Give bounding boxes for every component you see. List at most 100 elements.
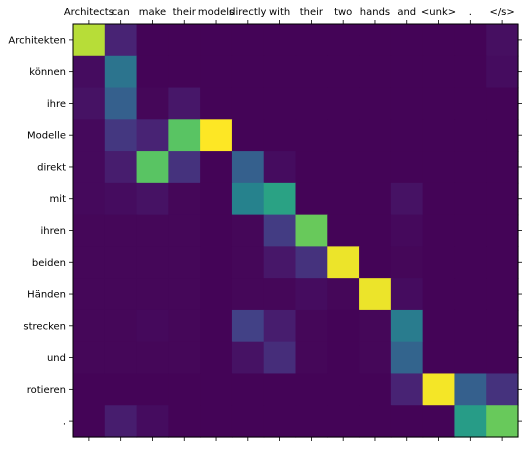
heatmap-cell xyxy=(390,87,424,120)
heatmap-cell xyxy=(231,278,265,311)
heatmap-cell xyxy=(263,24,297,57)
heatmap-cell xyxy=(168,309,201,343)
heatmap-cell xyxy=(359,341,392,375)
heatmap-cell xyxy=(359,55,392,89)
heatmap-cell xyxy=(263,341,297,375)
heatmap-cell xyxy=(231,214,265,247)
heatmap-cell xyxy=(454,151,487,184)
heatmap-cell xyxy=(136,341,169,375)
heatmap-cell xyxy=(359,246,392,279)
x-tick-label: hands xyxy=(360,7,390,18)
heatmap-cell xyxy=(422,373,456,406)
x-tick-label: and xyxy=(397,7,416,18)
heatmap-cell xyxy=(422,182,456,216)
heatmap-cell xyxy=(327,55,360,89)
heatmap-cell xyxy=(263,151,297,184)
heatmap-cell xyxy=(200,55,233,89)
heatmap-cell xyxy=(136,24,169,57)
heatmap-cell xyxy=(136,405,169,438)
heatmap-cell xyxy=(390,214,424,247)
heatmap-cell xyxy=(73,24,106,57)
x-tick-label: their xyxy=(173,7,197,18)
heatmap-cell xyxy=(295,341,328,375)
heatmap-cell xyxy=(295,182,328,216)
heatmap-cell xyxy=(136,214,169,247)
heatmap-cell xyxy=(327,214,360,247)
heatmap-cell xyxy=(104,119,138,152)
heatmap-cell xyxy=(73,341,106,375)
heatmap-cell xyxy=(486,246,519,279)
x-tick-label: their xyxy=(300,7,324,18)
heatmap-cell xyxy=(422,405,456,438)
heatmap-cell xyxy=(390,373,424,406)
x-tick-label: with xyxy=(269,7,290,18)
heatmap-cell xyxy=(263,309,297,343)
heatmap-cell xyxy=(295,87,328,120)
y-tick-label: können xyxy=(29,67,66,78)
heatmap-cell xyxy=(295,278,328,311)
y-tick-label: beiden xyxy=(32,258,66,269)
heatmap-cell xyxy=(104,151,138,184)
y-tick-label: ihren xyxy=(41,226,67,237)
heatmap-cell xyxy=(200,87,233,120)
heatmap-cell xyxy=(422,341,456,375)
heatmap-cell xyxy=(327,151,360,184)
heatmap-cell xyxy=(486,55,519,89)
heatmap-cell xyxy=(200,182,233,216)
heatmap-cell xyxy=(136,373,169,406)
heatmap-cell xyxy=(263,278,297,311)
heatmap-cell xyxy=(486,151,519,184)
heatmap-cell xyxy=(327,278,360,311)
heatmap-cell xyxy=(168,151,201,184)
heatmap-cell xyxy=(200,151,233,184)
heatmap-cell xyxy=(486,87,519,120)
heatmap-cell xyxy=(231,119,265,152)
heatmap-cell xyxy=(73,119,106,152)
heatmap-cell xyxy=(73,151,106,184)
heatmap-cell xyxy=(73,182,106,216)
heatmap-cell xyxy=(231,24,265,57)
heatmap-cell xyxy=(168,405,201,438)
heatmap-cell xyxy=(263,373,297,406)
heatmap-cell xyxy=(327,246,360,279)
heatmap-cell xyxy=(327,373,360,406)
heatmap-cell xyxy=(327,309,360,343)
heatmap-cell xyxy=(359,24,392,57)
heatmap-cell xyxy=(359,119,392,152)
heatmap-cell xyxy=(486,278,519,311)
heatmap-cell xyxy=(327,119,360,152)
heatmap-cell xyxy=(200,341,233,375)
heatmap-cell xyxy=(422,87,456,120)
heatmap-cell xyxy=(422,246,456,279)
heatmap-cell xyxy=(422,55,456,89)
heatmap-cell xyxy=(200,373,233,406)
heatmap-cell xyxy=(168,246,201,279)
heatmap-cell xyxy=(454,278,487,311)
heatmap-cell xyxy=(200,24,233,57)
heatmap-cell xyxy=(136,309,169,343)
heatmap-cell xyxy=(263,214,297,247)
heatmap-cell xyxy=(359,373,392,406)
heatmap-cell xyxy=(295,214,328,247)
heatmap-cell xyxy=(168,24,201,57)
heatmap-cell xyxy=(295,24,328,57)
heatmap-cell xyxy=(263,87,297,120)
heatmap-cell xyxy=(231,341,265,375)
x-tick-label: Architects xyxy=(64,7,114,18)
y-tick-label: Händen xyxy=(27,290,66,301)
heatmap-cell xyxy=(454,55,487,89)
heatmap-cell xyxy=(390,309,424,343)
heatmap-cell xyxy=(231,246,265,279)
heatmap-cell xyxy=(359,214,392,247)
heatmap-cell xyxy=(263,55,297,89)
y-axis-ticks: Architekten können ihre Modelle direkt mit ihr… xyxy=(8,35,522,428)
heatmap-cell xyxy=(136,119,169,152)
heatmap-cell xyxy=(263,119,297,152)
heatmap-cell xyxy=(168,214,201,247)
heatmap-cell xyxy=(136,55,169,89)
heatmap-cell xyxy=(104,55,138,89)
heatmap-cells xyxy=(73,24,519,438)
heatmap-cell xyxy=(136,151,169,184)
heatmap-cell xyxy=(454,214,487,247)
